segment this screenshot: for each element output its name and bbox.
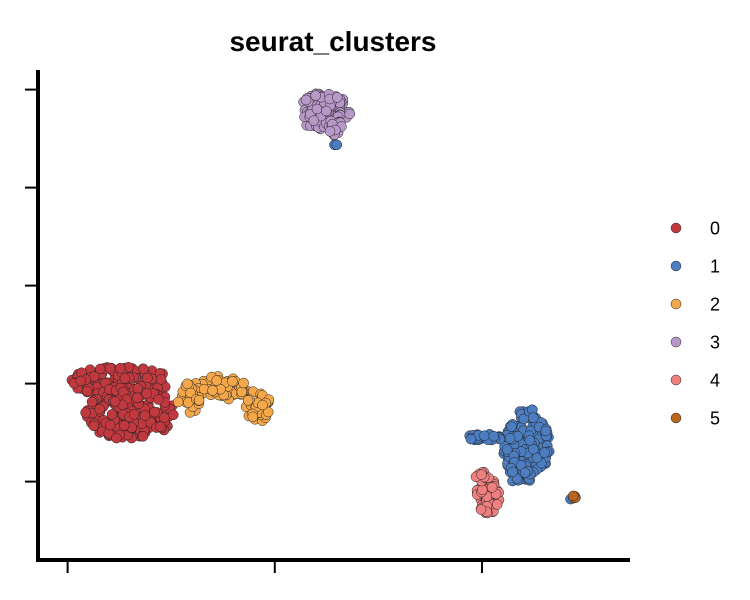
legend-swatch: [670, 298, 682, 310]
legend-label: 0: [710, 219, 720, 239]
series-0: [66, 362, 179, 444]
data-point: [308, 115, 320, 126]
data-point: [321, 105, 332, 117]
data-point: [139, 410, 151, 421]
data-point: [262, 406, 274, 418]
data-point: [155, 374, 167, 385]
axes: [25, 70, 630, 573]
data-point: [88, 420, 99, 432]
data-point: [331, 139, 343, 151]
data-point: [168, 409, 179, 421]
data-point: [128, 409, 140, 420]
legend-swatch: [670, 222, 682, 234]
data-point: [155, 421, 166, 432]
data-point: [540, 425, 552, 437]
data-point: [539, 447, 550, 458]
data-point: [207, 385, 218, 396]
legend-swatch: [670, 374, 682, 386]
data-point: [236, 386, 248, 398]
legend-swatch: [670, 336, 682, 348]
data-point: [527, 412, 539, 423]
data-point: [488, 430, 500, 442]
legend-item-3: 3: [670, 333, 720, 353]
data-point: [524, 435, 536, 446]
data-point: [106, 409, 118, 420]
points-layer: [66, 88, 581, 519]
legend-label: 3: [710, 333, 720, 353]
data-point: [75, 375, 86, 387]
series-5: [568, 490, 581, 504]
data-point: [501, 444, 513, 455]
data-point: [332, 92, 343, 103]
series-1: [329, 139, 576, 505]
data-point: [193, 395, 205, 406]
data-point: [86, 396, 98, 408]
data-point: [104, 419, 116, 431]
series-2: [172, 371, 275, 426]
data-point: [104, 362, 116, 374]
data-point: [344, 108, 356, 120]
data-point: [153, 394, 164, 405]
data-point: [211, 375, 222, 386]
data-point: [477, 484, 488, 496]
legend-item-0: 0: [670, 219, 720, 239]
legend-label: 2: [710, 295, 720, 315]
data-point: [227, 376, 238, 387]
data-point: [247, 411, 259, 423]
data-point: [142, 372, 153, 384]
data-point: [115, 362, 126, 374]
legend-label: 4: [710, 371, 720, 391]
data-point: [242, 395, 254, 406]
data-point: [119, 420, 130, 431]
data-point: [131, 392, 143, 404]
data-point: [94, 403, 105, 415]
legend-item-1: 1: [670, 257, 720, 277]
data-point: [119, 373, 131, 384]
data-point: [81, 385, 93, 397]
legend-swatch: [670, 412, 682, 424]
data-point: [311, 103, 323, 115]
series-3: [298, 88, 356, 141]
data-point: [465, 433, 477, 445]
data-point: [519, 467, 531, 478]
legend-label: 1: [710, 257, 720, 277]
data-point: [324, 126, 336, 137]
legend: 0 1 2 3 4 5: [670, 219, 720, 429]
data-point: [172, 396, 184, 408]
data-point: [141, 388, 152, 399]
data-point: [137, 431, 149, 442]
legend-item-5: 5: [670, 409, 720, 429]
data-point: [149, 406, 160, 418]
data-point: [568, 490, 579, 502]
data-point: [479, 430, 490, 441]
data-point: [475, 504, 487, 515]
data-point: [310, 90, 321, 101]
data-point: [182, 378, 193, 390]
data-point: [132, 383, 144, 394]
data-point: [80, 407, 91, 418]
legend-item-2: 2: [670, 295, 720, 315]
data-point: [486, 482, 498, 493]
data-point: [476, 469, 487, 480]
series-4: [470, 466, 505, 519]
data-point: [109, 396, 121, 407]
data-point: [504, 433, 516, 444]
data-point: [159, 412, 170, 423]
data-point: [257, 399, 268, 411]
data-point: [238, 377, 249, 389]
data-point: [94, 363, 106, 375]
legend-label: 5: [710, 409, 720, 429]
data-point: [138, 363, 149, 375]
data-point: [491, 499, 503, 510]
data-point: [507, 466, 518, 478]
data-point: [300, 94, 312, 106]
legend-item-4: 4: [670, 371, 720, 391]
data-point: [528, 443, 539, 455]
data-point: [506, 421, 517, 432]
legend-swatch: [670, 260, 682, 272]
data-point: [111, 432, 122, 444]
chart-title: seurat_clusters: [229, 26, 436, 57]
